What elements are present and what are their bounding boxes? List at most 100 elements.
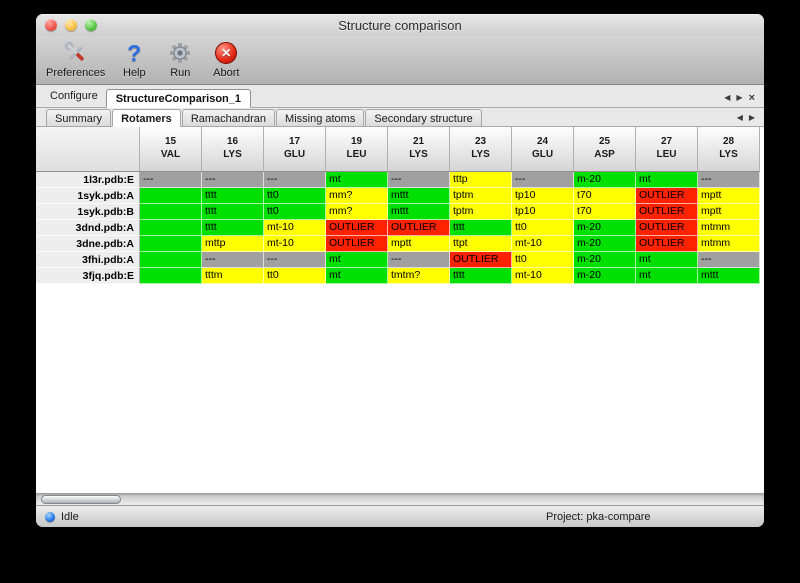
rotamer-cell[interactable]: mt: [326, 268, 388, 284]
rotamer-cell[interactable]: mptt: [388, 236, 450, 252]
row-label[interactable]: 3dnd.pdb:A: [36, 220, 140, 236]
rotamer-cell[interactable]: OUTLIER: [326, 220, 388, 236]
tabs-scroll-left-icon[interactable]: ◀: [736, 113, 743, 122]
rotamer-cell[interactable]: ttpt: [450, 236, 512, 252]
rotamer-cell[interactable]: OUTLIER: [326, 236, 388, 252]
tab-summary[interactable]: Summary: [46, 109, 112, 126]
preferences-button[interactable]: Preferences: [46, 39, 105, 79]
rotamer-cell[interactable]: OUTLIER: [388, 220, 450, 236]
rotamer-cell[interactable]: [140, 236, 202, 252]
rotamer-cell[interactable]: ---: [388, 252, 450, 268]
tab-ramachandran[interactable]: Ramachandran: [181, 109, 276, 126]
config-close-icon[interactable]: ×: [748, 91, 755, 104]
rotamer-cell[interactable]: ---: [202, 172, 264, 188]
rotamer-cell[interactable]: mt: [636, 268, 698, 284]
rotamer-cell[interactable]: mt-10: [512, 236, 574, 252]
rotamer-cell[interactable]: mm?: [326, 204, 388, 220]
rotamer-cell[interactable]: ---: [264, 252, 326, 268]
rotamer-cell[interactable]: ---: [388, 172, 450, 188]
rotamer-cell[interactable]: mt-10: [264, 236, 326, 252]
rotamer-cell[interactable]: mttt: [388, 188, 450, 204]
table-row[interactable]: 3fhi.pdb:A --- --- mt --- OUTLIER tt0 m-20 mt ---: [36, 252, 764, 268]
rotamer-cell[interactable]: tp10: [512, 188, 574, 204]
rotamer-cell[interactable]: mtmm: [698, 220, 760, 236]
rotamer-cell[interactable]: tttt: [202, 188, 264, 204]
config-scroll-left-icon[interactable]: ◀: [724, 93, 731, 102]
rotamer-cell[interactable]: [140, 252, 202, 268]
config-scroll-right-icon[interactable]: ▶: [736, 93, 743, 102]
rotamer-cell[interactable]: tt0: [512, 220, 574, 236]
rotamer-cell[interactable]: tttt: [202, 220, 264, 236]
rotamer-cell[interactable]: m-20: [574, 268, 636, 284]
rotamer-cell[interactable]: tttt: [450, 268, 512, 284]
rotamer-cell[interactable]: ---: [264, 172, 326, 188]
table-row[interactable]: 1l3r.pdb:E --- --- --- mt --- tttp --- m-20 mt ---: [36, 172, 764, 188]
rotamer-cell[interactable]: ---: [202, 252, 264, 268]
table-row[interactable]: 3fjq.pdb:E tttm tt0 mt tmtm? tttt mt-10 m-20 mt m…: [36, 268, 764, 284]
tab-rotamers[interactable]: Rotamers: [112, 109, 181, 127]
run-button[interactable]: Run: [163, 39, 197, 79]
rotamer-cell[interactable]: mt: [636, 252, 698, 268]
rotamer-cell[interactable]: [140, 188, 202, 204]
rotamer-cell[interactable]: tt0: [264, 204, 326, 220]
rotamer-cell[interactable]: tt0: [264, 188, 326, 204]
rotamer-cell[interactable]: tttt: [202, 204, 264, 220]
configuration-tab[interactable]: StructureComparison_1: [105, 89, 252, 108]
rotamer-cell[interactable]: mt: [636, 172, 698, 188]
rotamer-cell[interactable]: OUTLIER: [636, 204, 698, 220]
zoom-button[interactable]: [85, 19, 97, 31]
rotamer-cell[interactable]: ---: [698, 172, 760, 188]
row-label[interactable]: 1l3r.pdb:E: [36, 172, 140, 188]
rotamer-cell[interactable]: mttt: [698, 268, 760, 284]
rotamer-cell[interactable]: mttp: [202, 236, 264, 252]
rotamer-cell[interactable]: tt0: [264, 268, 326, 284]
rotamer-cell[interactable]: t70: [574, 204, 636, 220]
row-label[interactable]: 1syk.pdb:A: [36, 188, 140, 204]
rotamer-cell[interactable]: OUTLIER: [636, 220, 698, 236]
rotamer-cell[interactable]: m-20: [574, 172, 636, 188]
rotamer-cell[interactable]: m-20: [574, 252, 636, 268]
row-label[interactable]: 3fjq.pdb:E: [36, 268, 140, 284]
rotamer-cell[interactable]: tttp: [450, 172, 512, 188]
rotamer-cell[interactable]: mptt: [698, 188, 760, 204]
rotamer-cell[interactable]: OUTLIER: [450, 252, 512, 268]
rotamer-cell[interactable]: t70: [574, 188, 636, 204]
rotamer-cell[interactable]: ---: [512, 172, 574, 188]
rotamer-cell[interactable]: tp10: [512, 204, 574, 220]
rotamer-cell[interactable]: tt0: [512, 252, 574, 268]
title-bar[interactable]: Structure comparison: [36, 14, 764, 36]
rotamer-cell[interactable]: [140, 220, 202, 236]
tabs-scroll-right-icon[interactable]: ▶: [748, 113, 755, 122]
table-row[interactable]: 1syk.pdb:A tttt tt0 mm? mttt tptm tp10 t70 OUTLI…: [36, 188, 764, 204]
rotamer-cell[interactable]: tmtm?: [388, 268, 450, 284]
rotamer-cell[interactable]: tttm: [202, 268, 264, 284]
rotamer-cell[interactable]: tttt: [450, 220, 512, 236]
row-label[interactable]: 3fhi.pdb:A: [36, 252, 140, 268]
rotamer-cell[interactable]: m-20: [574, 220, 636, 236]
tab-missing-atoms[interactable]: Missing atoms: [276, 109, 365, 126]
rotamer-cell[interactable]: mt: [326, 172, 388, 188]
table-row[interactable]: 1syk.pdb:B tttt tt0 mm? mttt tptm tp10 t70 OUTLI…: [36, 204, 764, 220]
rotamer-cell[interactable]: tptm: [450, 188, 512, 204]
rotamer-cell[interactable]: ---: [140, 172, 202, 188]
help-button[interactable]: ? Help: [117, 39, 151, 80]
rotamer-cell[interactable]: m-20: [574, 236, 636, 252]
abort-button[interactable]: ✕ Abort: [209, 39, 243, 79]
table-row[interactable]: 3dnd.pdb:A tttt mt-10 OUTLIER OUTLIER tttt tt0…: [36, 220, 764, 236]
rotamer-cell[interactable]: [140, 268, 202, 284]
tab-secondary-structure[interactable]: Secondary structure: [365, 109, 482, 126]
rotamer-cell[interactable]: mt-10: [512, 268, 574, 284]
rotamer-cell[interactable]: mt-10: [264, 220, 326, 236]
horizontal-scrollbar-thumb[interactable]: [41, 495, 121, 504]
rotamer-cell[interactable]: ---: [698, 252, 760, 268]
rotamer-cell[interactable]: mm?: [326, 188, 388, 204]
rotamer-cell[interactable]: mptt: [698, 204, 760, 220]
table-row[interactable]: 3dne.pdb:A mttp mt-10 OUTLIER mptt ttpt mt-10 m…: [36, 236, 764, 252]
minimize-button[interactable]: [65, 19, 77, 31]
rotamer-cell[interactable]: [140, 204, 202, 220]
rotamer-cell[interactable]: mt: [326, 252, 388, 268]
close-button[interactable]: [45, 19, 57, 31]
rotamer-cell[interactable]: OUTLIER: [636, 188, 698, 204]
rotamer-cell[interactable]: mtmm: [698, 236, 760, 252]
horizontal-scrollbar[interactable]: [36, 493, 764, 505]
